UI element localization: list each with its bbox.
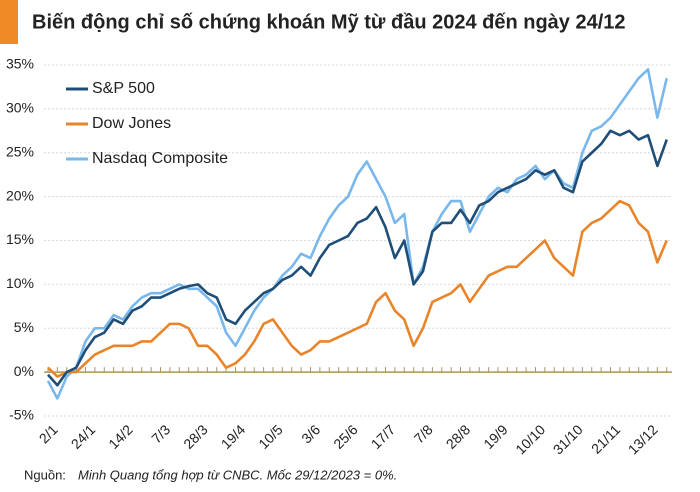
- legend-label: Dow Jones: [92, 115, 171, 132]
- x-tick-label: 10/10: [512, 421, 548, 457]
- x-tick-label: 25/6: [330, 421, 361, 452]
- x-tick-label: 7/8: [411, 421, 436, 446]
- source-label: Nguồn:: [24, 467, 66, 482]
- x-tick-label: 28/8: [443, 421, 474, 452]
- y-tick-label: 0%: [14, 363, 34, 379]
- x-tick-label: 17/7: [368, 421, 399, 452]
- x-tick-label: 3/6: [298, 421, 323, 446]
- x-tick-label: 24/1: [68, 421, 99, 452]
- x-tick-label: 13/12: [625, 421, 661, 457]
- x-tick-label: 7/3: [148, 421, 173, 446]
- chart-title: Biến động chỉ số chứng khoán Mỹ từ đầu 2…: [32, 11, 626, 33]
- y-tick-label: 5%: [14, 319, 34, 335]
- y-tick-label: -5%: [9, 407, 34, 423]
- x-tick-label: 28/3: [180, 421, 211, 452]
- x-tick-label: 19/9: [480, 421, 511, 452]
- legend-label: S&P 500: [92, 80, 155, 97]
- x-tick-label: 2/1: [36, 421, 61, 446]
- y-tick-label: 35%: [6, 56, 34, 72]
- x-tick-label: 10/5: [255, 421, 286, 452]
- x-tick-label: 14/2: [105, 421, 136, 452]
- title-accent: [0, 0, 18, 44]
- source-text: Minh Quang tổng hợp từ CNBC. Mốc 29/12/2…: [78, 467, 397, 482]
- y-tick-label: 25%: [6, 143, 34, 159]
- x-tick-label: 21/11: [588, 421, 624, 457]
- y-tick-label: 20%: [6, 187, 34, 203]
- line-series: [47, 129, 668, 387]
- y-tick-label: 10%: [6, 275, 34, 291]
- line-series: [46, 68, 669, 400]
- y-tick-label: 15%: [6, 231, 34, 247]
- legend-label: Nasdaq Composite: [92, 150, 228, 167]
- x-tick-label: 19/4: [218, 421, 249, 452]
- line-series: [47, 199, 668, 378]
- x-tick-label: 31/10: [550, 421, 586, 457]
- y-tick-label: 30%: [6, 100, 34, 116]
